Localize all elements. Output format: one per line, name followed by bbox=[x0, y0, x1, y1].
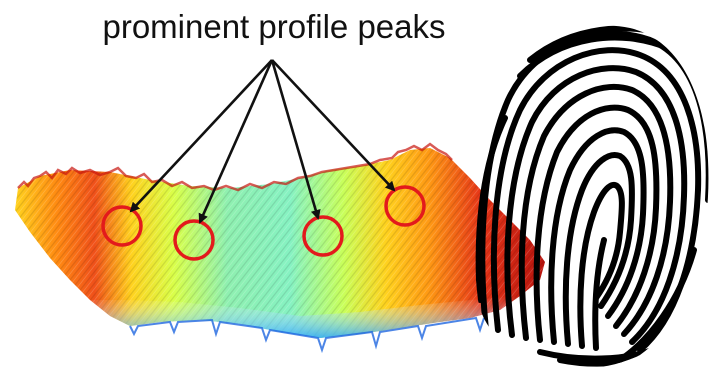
peak-marker-circle bbox=[101, 205, 143, 247]
peak-markers bbox=[101, 185, 426, 261]
annotation-arrow bbox=[271, 59, 396, 192]
annotation-arrows bbox=[129, 59, 396, 224]
profile-surface bbox=[15, 142, 545, 354]
annotation-arrow bbox=[198, 59, 274, 224]
peak-marker-circle bbox=[384, 185, 426, 227]
fingerprint-icon bbox=[475, 25, 709, 367]
peak-marker-circle bbox=[302, 215, 344, 257]
peak-marker-circle bbox=[173, 219, 215, 261]
annotation-arrow bbox=[129, 59, 273, 213]
annotation-label: prominent profile peaks bbox=[102, 8, 446, 45]
annotation-arrow bbox=[270, 59, 321, 220]
